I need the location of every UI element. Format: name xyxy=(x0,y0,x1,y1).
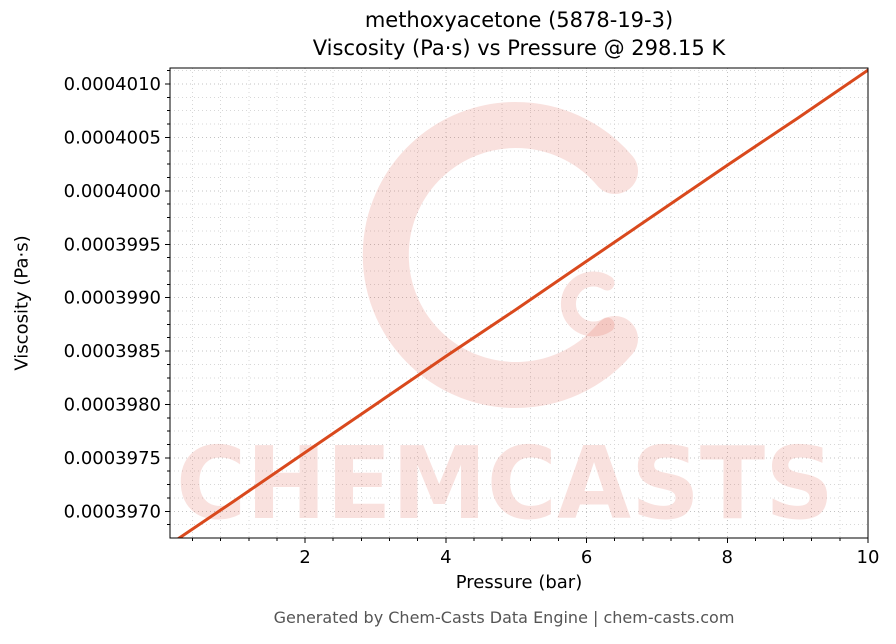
watermark-text: CHEMCASTS xyxy=(176,425,834,542)
y-tick-label: 0.0004010 xyxy=(64,74,161,95)
viscosity-line xyxy=(176,68,868,538)
chart-title-line2: Viscosity (Pa·s) vs Pressure @ 298.15 K xyxy=(312,36,726,60)
y-tick-label: 0.0004005 xyxy=(64,127,161,148)
y-tick-label: 0.0004000 xyxy=(64,181,161,202)
x-tick-label: 2 xyxy=(299,547,310,568)
y-tick-label: 0.0003985 xyxy=(64,341,161,362)
x-tick-label: 10 xyxy=(857,547,880,568)
x-tick-label: 6 xyxy=(581,547,592,568)
x-tick-label: 8 xyxy=(722,547,733,568)
x-axis-label: Pressure (bar) xyxy=(455,572,583,593)
y-tick-label: 0.0003970 xyxy=(64,501,161,522)
watermark: CHEMCASTS xyxy=(176,102,834,542)
tick-marks xyxy=(165,70,869,543)
y-tick-label: 0.0003990 xyxy=(64,288,161,309)
chart-title-line1: methoxyacetone (5878-19-3) xyxy=(364,8,674,32)
grid-lines xyxy=(170,68,869,538)
y-tick-label: 0.0003980 xyxy=(64,394,161,415)
plot-border xyxy=(169,67,869,539)
footer-text: Generated by Chem-Casts Data Engine | ch… xyxy=(273,608,735,627)
x-tick-label: 4 xyxy=(440,547,451,568)
watermark-swirl-icon xyxy=(560,271,615,337)
y-tick-label: 0.0003975 xyxy=(64,448,161,469)
y-tick-label: 0.0003995 xyxy=(64,234,161,255)
watermark-ring-icon xyxy=(362,102,638,408)
